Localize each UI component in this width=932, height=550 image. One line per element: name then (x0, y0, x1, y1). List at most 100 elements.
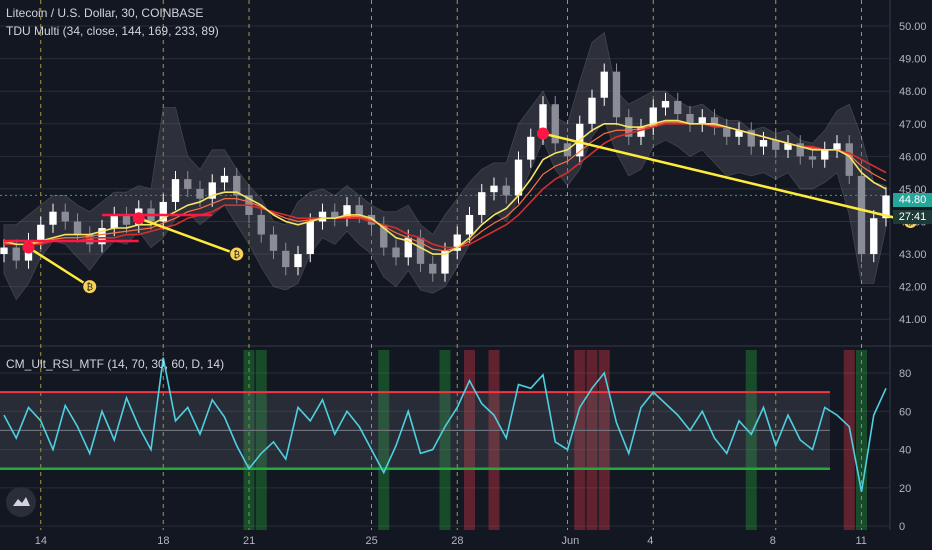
coin-icon: ₿ (229, 246, 245, 262)
ema-fast-line (3, 119, 887, 255)
rsi-legend[interactable]: CM_Ult_RSI_MTF (14, 70, 30, 60, D, 14) (6, 357, 225, 371)
candle-body (870, 218, 878, 255)
rsi-tick-label: 60 (899, 406, 911, 418)
rsi-tick-label: 80 (899, 368, 911, 380)
price-tick-label: 43.00 (899, 249, 927, 261)
candle-body (857, 175, 866, 255)
rsi-overbought-zone (843, 350, 855, 530)
candle-body (759, 140, 768, 147)
price-tick-label: 41.00 (899, 314, 927, 326)
rsi-panel (0, 350, 887, 530)
candle-body (184, 179, 192, 189)
candle-body (698, 117, 706, 124)
candle-body (404, 237, 412, 258)
signal-marker (537, 127, 549, 140)
time-tick-label: 28 (451, 535, 463, 547)
rsi-overbought-zone (488, 350, 500, 530)
candle-body (355, 205, 363, 215)
candle-body (502, 185, 510, 196)
chart-title: Litecoin / U.S. Dollar, 30, COINBASE (6, 6, 204, 20)
trendline (542, 132, 911, 223)
price-axis[interactable]: 41.0042.0043.0044.0045.0046.0047.0048.00… (35, 21, 927, 547)
candle-body (282, 250, 290, 268)
rsi-oversold-zone (855, 350, 868, 530)
price-tick-label: 45.00 (899, 184, 927, 196)
candle-body (122, 214, 131, 225)
price-tick-label: 46.00 (899, 151, 927, 163)
rsi-oversold-zone (255, 350, 267, 530)
candle-body (257, 214, 265, 235)
candle-body (882, 195, 890, 219)
candle-body (772, 140, 780, 150)
signal-marker (22, 241, 35, 254)
candle-body (490, 185, 498, 193)
time-tick-label: 18 (157, 535, 169, 547)
rsi-tick-label: 40 (899, 445, 911, 457)
candle-body (478, 192, 486, 215)
price-tick-label: 42.00 (899, 282, 927, 294)
price-tick-label: 48.00 (899, 86, 927, 98)
time-tick-label: 8 (770, 535, 776, 547)
rsi-oversold-zone (439, 350, 451, 530)
candle-body (465, 214, 474, 235)
rsi-tick-label: 0 (899, 521, 905, 533)
coin-icon: ₿ (82, 279, 98, 295)
candle-body (551, 104, 559, 144)
candle-body (171, 179, 180, 202)
candle-body (220, 175, 229, 183)
candle-body (539, 104, 547, 137)
candle-body (196, 188, 204, 199)
time-tick-label: 21 (243, 535, 255, 547)
candle-body (637, 127, 645, 137)
rsi-overbought-zone (463, 350, 476, 530)
trendline (27, 246, 91, 288)
tradingview-logo[interactable] (6, 487, 36, 517)
candle-body (392, 247, 400, 258)
time-tick-label: Jun (562, 535, 580, 547)
rsi-oversold-zone (745, 350, 757, 530)
candle-body (306, 221, 314, 255)
rsi-line (3, 357, 887, 492)
candle-body (208, 182, 216, 199)
candle-body (747, 130, 755, 147)
candle-body (429, 263, 437, 274)
last-price-badge: 44.80 (893, 193, 932, 207)
signal-marker (132, 212, 145, 225)
candle-body (0, 247, 8, 255)
rsi-oversold-zone (378, 350, 390, 530)
candle-body (441, 250, 449, 274)
rsi-oversold-zone (243, 350, 255, 530)
time-tick-label: 4 (647, 535, 653, 547)
candle-body (343, 205, 351, 219)
candle-body (710, 117, 719, 128)
rsi-overbought-zone (598, 350, 610, 530)
candle-body (723, 127, 731, 137)
time-tick-label: 14 (35, 535, 47, 547)
candle-body (674, 100, 682, 114)
candle-body (61, 211, 69, 222)
candle-body (784, 143, 792, 150)
coin-symbol: ₿ (86, 282, 93, 293)
candle-body (735, 130, 743, 137)
trendline (138, 217, 238, 256)
rsi-overbought-zone (574, 350, 586, 530)
candle-body (331, 211, 339, 219)
candle-body (269, 234, 278, 251)
candle-body (845, 143, 853, 176)
candle-body (661, 100, 670, 108)
candle-body (233, 175, 241, 196)
logo-icon (13, 497, 30, 506)
study-legend[interactable]: TDU Multi (34, close, 144, 169, 233, 89) (6, 24, 219, 38)
candle-body (600, 71, 608, 98)
candle-body (37, 224, 45, 242)
candle-body (808, 156, 817, 160)
drawings[interactable]: ₿₿₿ (4, 127, 918, 295)
price-tick-label: 49.00 (899, 54, 927, 66)
candle-body (588, 97, 596, 124)
candle-body (380, 224, 388, 248)
candle-body (416, 237, 425, 264)
candle-body (12, 247, 20, 261)
candle-body (612, 71, 621, 118)
price-tick-label: 50.00 (899, 21, 927, 33)
